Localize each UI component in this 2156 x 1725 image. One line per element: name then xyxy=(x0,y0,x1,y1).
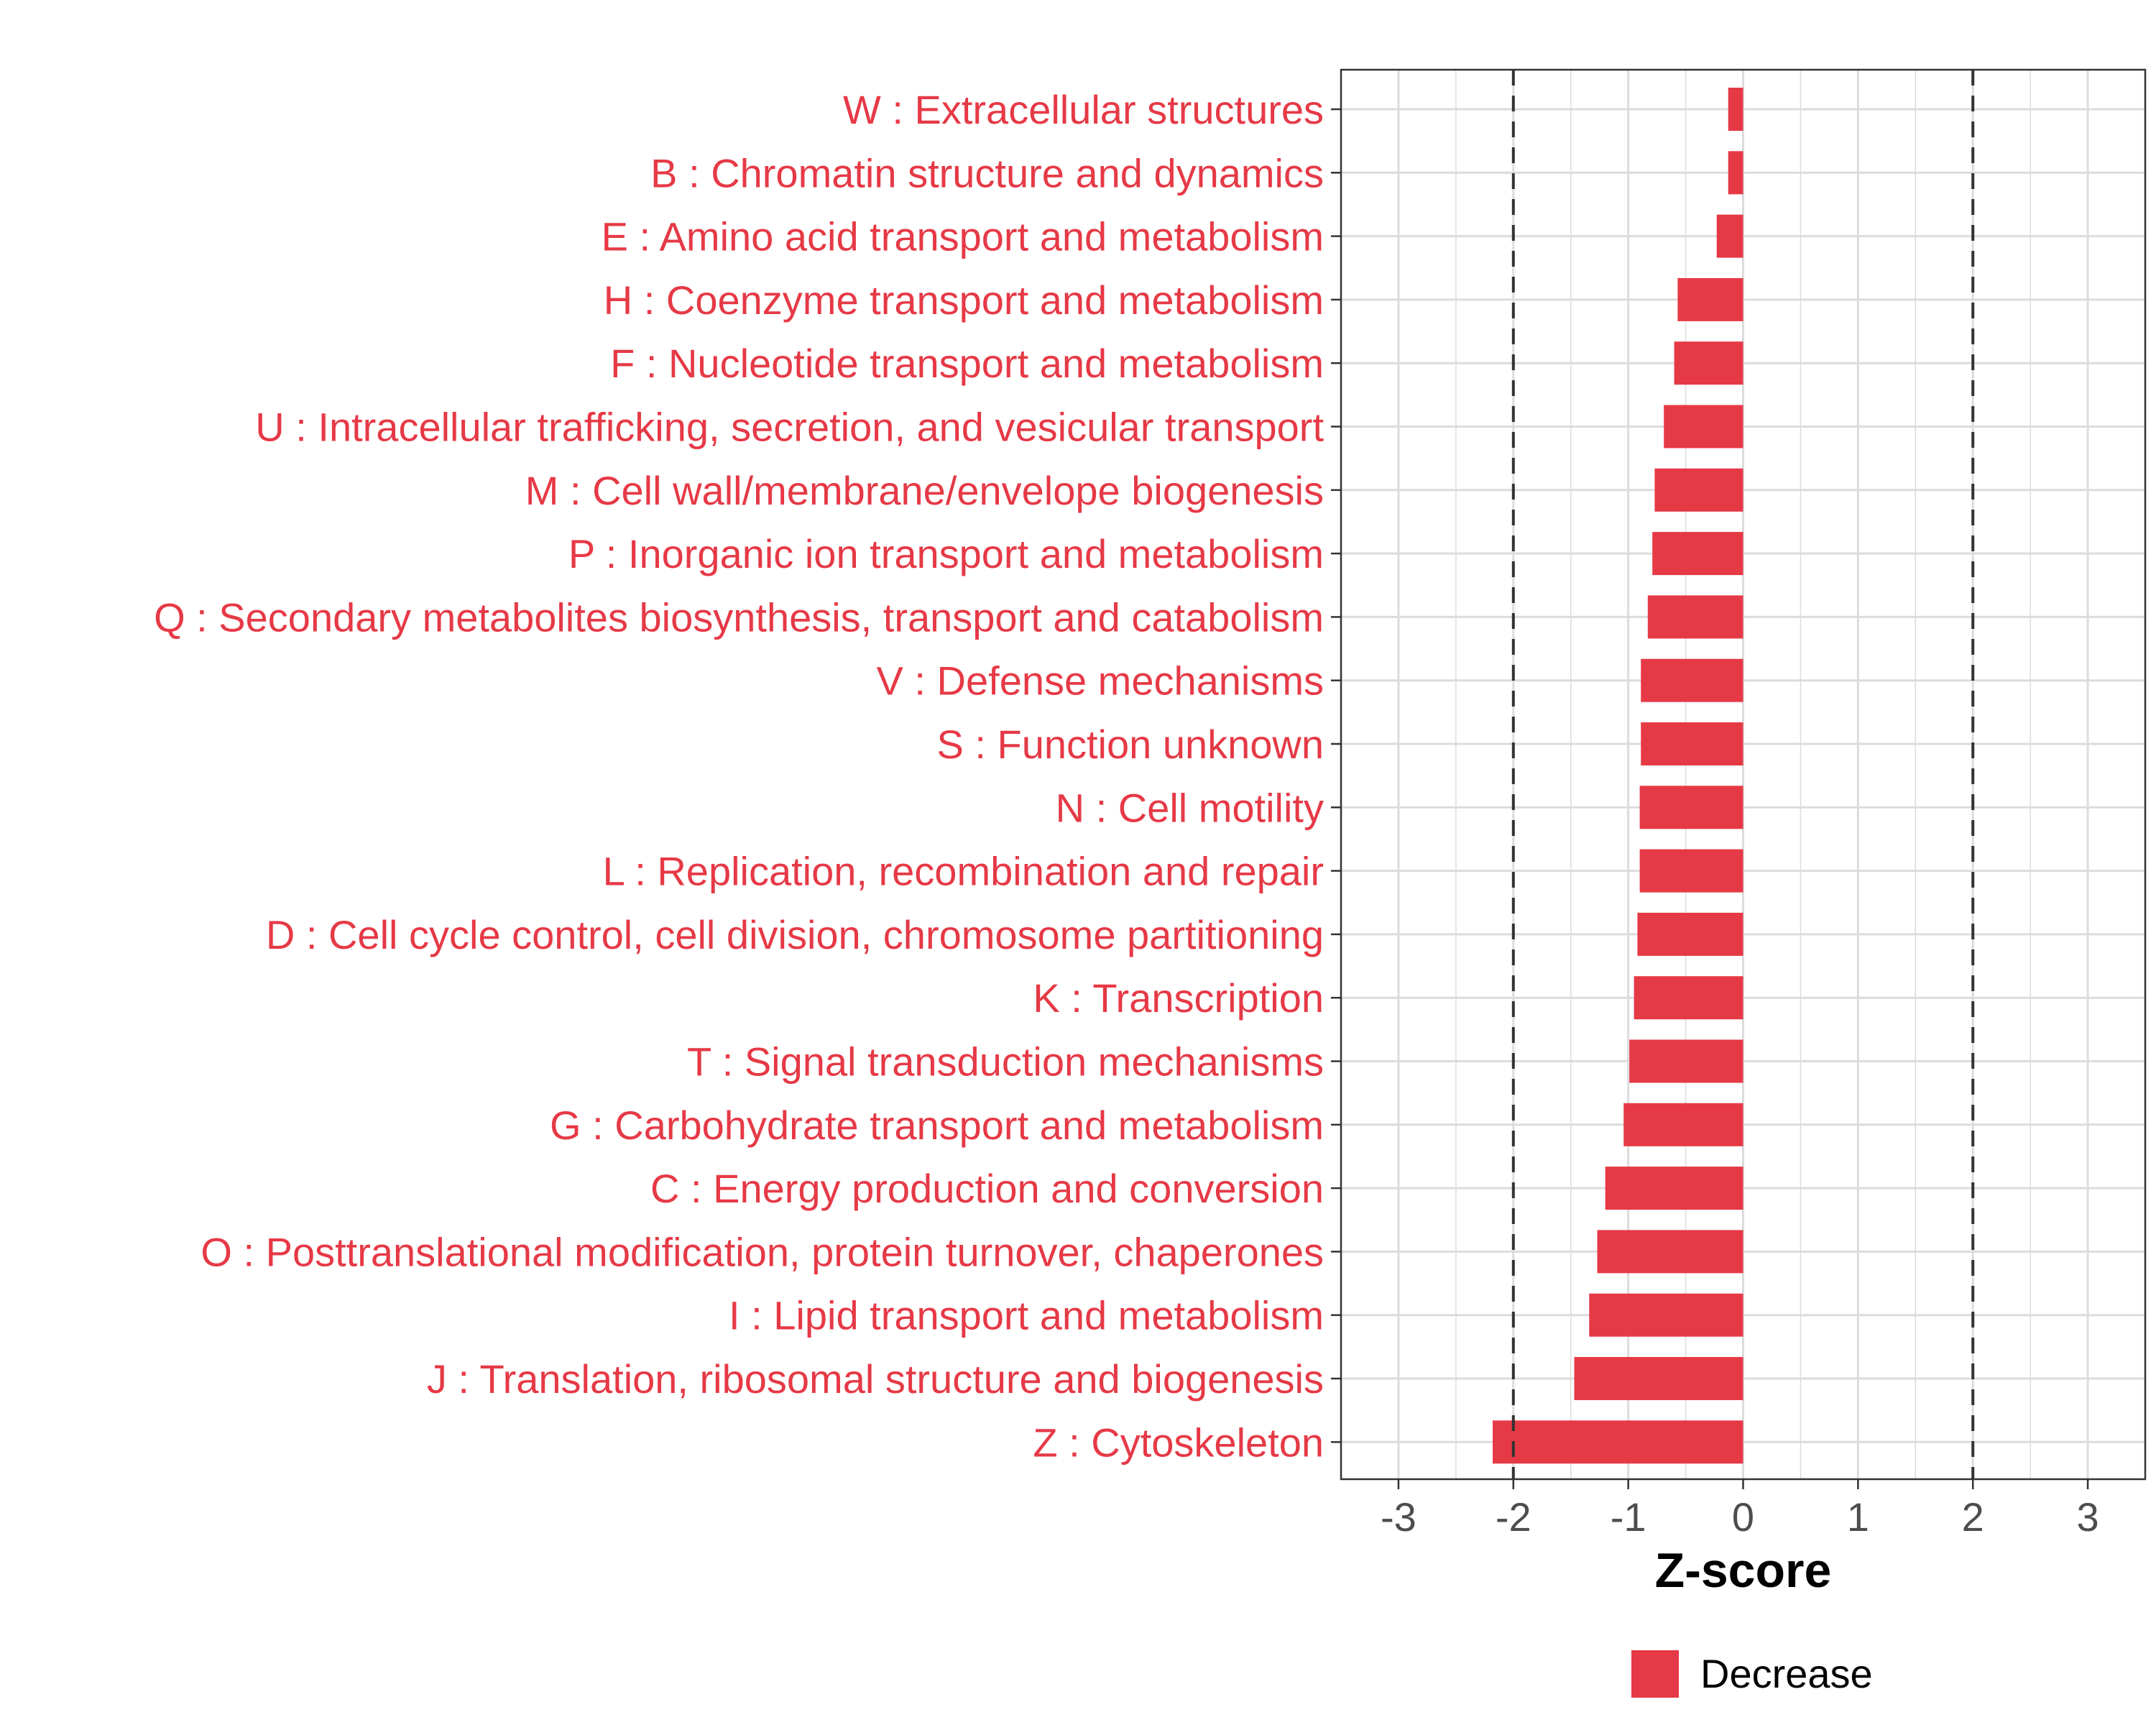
x-tick-label: 2 xyxy=(1962,1494,1984,1540)
bar xyxy=(1639,786,1743,829)
bar xyxy=(1641,722,1743,765)
category-label: Q : Secondary metabolites biosynthesis, … xyxy=(154,594,1324,640)
x-tick-label: 1 xyxy=(1847,1494,1869,1540)
bar xyxy=(1652,532,1743,576)
category-label: K : Transcription xyxy=(1033,975,1324,1021)
bar xyxy=(1716,214,1743,258)
category-label: T : Signal transduction mechanisms xyxy=(687,1039,1324,1085)
category-label: M : Cell wall/membrane/envelope biogenes… xyxy=(525,468,1324,513)
bar xyxy=(1574,1357,1743,1400)
bar xyxy=(1623,1103,1743,1146)
category-label: N : Cell motility xyxy=(1056,785,1324,830)
bar xyxy=(1654,468,1743,512)
x-tick-label: -3 xyxy=(1381,1494,1416,1540)
bar xyxy=(1634,976,1743,1020)
bar xyxy=(1605,1167,1743,1210)
x-axis-title: Z-score xyxy=(1655,1543,1832,1598)
axis-ticks xyxy=(1331,108,2089,1489)
category-label: J : Translation, ribosomal structure and… xyxy=(427,1356,1324,1402)
x-tick-label: 0 xyxy=(1732,1494,1754,1540)
bar xyxy=(1728,88,1743,131)
category-label: C : Energy production and conversion xyxy=(650,1166,1324,1211)
bar xyxy=(1674,341,1743,385)
category-label: S : Function unknown xyxy=(936,722,1324,767)
legend: Decrease xyxy=(1631,1650,1873,1698)
category-label: W : Extracellular structures xyxy=(843,87,1324,132)
x-tick-labels: -3 -2 -1 0 1 2 3 xyxy=(1381,1494,2099,1540)
category-label: P : Inorganic ion transport and metaboli… xyxy=(568,531,1324,576)
legend-swatch-decrease xyxy=(1631,1650,1679,1698)
category-labels: W : Extracellular structures B : Chromati… xyxy=(154,87,1324,1465)
bar xyxy=(1641,658,1743,702)
x-tick-label: -1 xyxy=(1611,1494,1646,1540)
bars xyxy=(1493,88,1743,1464)
reference-lines xyxy=(1511,70,1975,1479)
bar xyxy=(1597,1230,1743,1274)
legend-label-decrease: Decrease xyxy=(1700,1651,1873,1696)
bar xyxy=(1647,595,1743,639)
bar xyxy=(1629,1039,1743,1083)
category-label: D : Cell cycle control, cell division, c… xyxy=(266,912,1324,957)
category-label: L : Replication, recombination and repai… xyxy=(603,849,1324,894)
x-tick-label: -2 xyxy=(1496,1494,1531,1540)
bar xyxy=(1589,1293,1743,1337)
category-label: U : Intracellular trafficking, secretion… xyxy=(255,405,1324,450)
category-label: F : Nucleotide transport and metabolism xyxy=(610,341,1324,386)
category-label: E : Amino acid transport and metabolism xyxy=(602,214,1324,259)
category-label: I : Lipid transport and metabolism xyxy=(729,1293,1324,1338)
bar xyxy=(1639,849,1743,893)
x-tick-label: 3 xyxy=(2076,1494,2099,1540)
category-label: G : Carbohydrate transport and metabolis… xyxy=(550,1103,1324,1148)
category-label: B : Chromatin structure and dynamics xyxy=(650,150,1324,196)
bar xyxy=(1677,277,1743,321)
bar xyxy=(1637,912,1743,956)
category-label: V : Defense mechanisms xyxy=(877,658,1324,704)
category-label: Z : Cytoskeleton xyxy=(1033,1420,1324,1465)
category-label: H : Coenzyme transport and metabolism xyxy=(604,277,1324,323)
category-label: O : Posttranslational modification, prot… xyxy=(201,1229,1324,1274)
bar xyxy=(1493,1420,1743,1464)
bar xyxy=(1664,405,1743,448)
bar xyxy=(1728,151,1743,195)
